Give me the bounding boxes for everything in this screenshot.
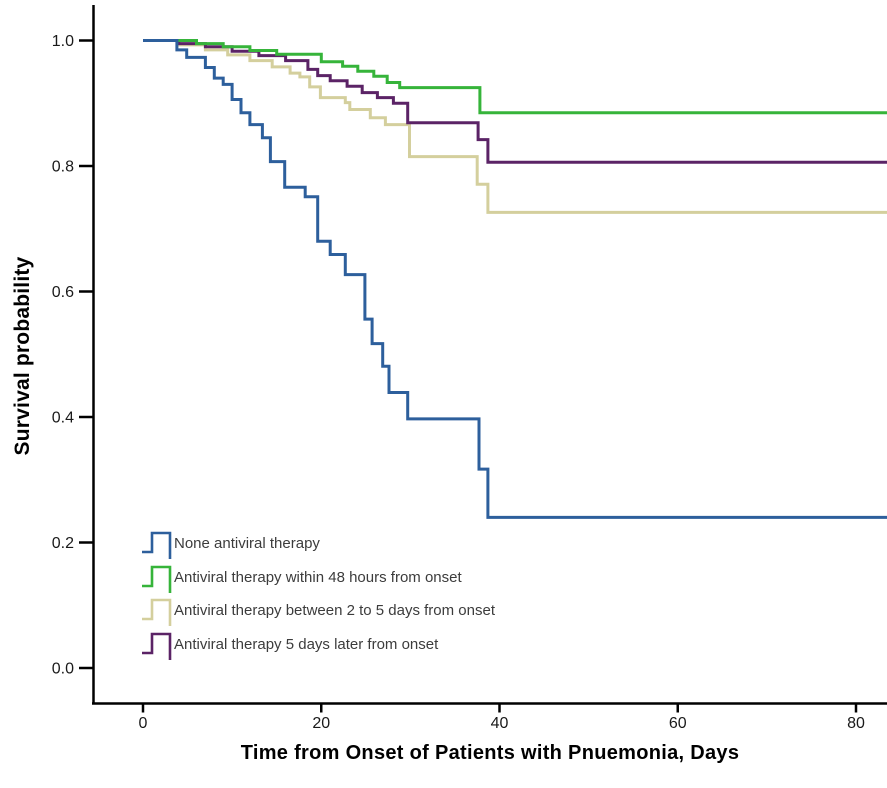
legend-key-step-icon <box>142 531 172 560</box>
km-curve-3 <box>143 39 887 164</box>
legend-key-step-icon <box>142 565 172 593</box>
km-curve-1 <box>143 39 887 115</box>
x-axis-title: Time from Onset of Patients with Pnuemon… <box>240 742 740 764</box>
legend-label: Antiviral therapy between 2 to 5 days fr… <box>174 602 496 620</box>
x-tick-label: 0 <box>139 715 148 732</box>
y-tick-label: 0.8 <box>52 159 74 176</box>
km-curve-2 <box>143 39 887 214</box>
legend-label: Antiviral therapy within 48 hours from o… <box>174 568 462 586</box>
x-tick-label: 40 <box>491 715 509 732</box>
y-tick-label: 0.0 <box>52 661 74 678</box>
y-tick-label: 0.4 <box>52 410 74 427</box>
legend-key-step-icon <box>142 598 172 627</box>
survival-curves <box>143 39 887 519</box>
x-axis-ticks: 0 20 40 60 80 <box>139 704 865 732</box>
legend-item-5-days-later: Antiviral therapy 5 days later from onse… <box>141 628 495 662</box>
y-tick-label: 0.6 <box>52 284 74 301</box>
legend-key-step-icon <box>142 632 172 660</box>
x-tick-label: 60 <box>669 715 687 732</box>
x-tick-label: 20 <box>312 715 330 732</box>
legend-label: Antiviral therapy 5 days later from onse… <box>174 635 439 653</box>
legend-label: None antiviral therapy <box>174 535 320 553</box>
y-tick-label: 0.2 <box>52 535 74 552</box>
x-tick-label: 80 <box>847 715 865 732</box>
km-curve-0 <box>143 39 887 519</box>
legend-item-within-48-hours: Antiviral therapy within 48 hours from o… <box>141 561 495 595</box>
legend: None antiviral therapy Antiviral therapy… <box>141 527 495 661</box>
legend-item-2-to-5-days: Antiviral therapy between 2 to 5 days fr… <box>141 594 495 628</box>
y-axis-ticks: 0.0 0.2 0.4 0.6 0.8 1.0 <box>52 33 93 678</box>
y-tick-label: 1.0 <box>52 33 74 50</box>
y-axis-title: Survival probability <box>11 256 34 456</box>
legend-item-none-antiviral: None antiviral therapy <box>141 527 495 561</box>
